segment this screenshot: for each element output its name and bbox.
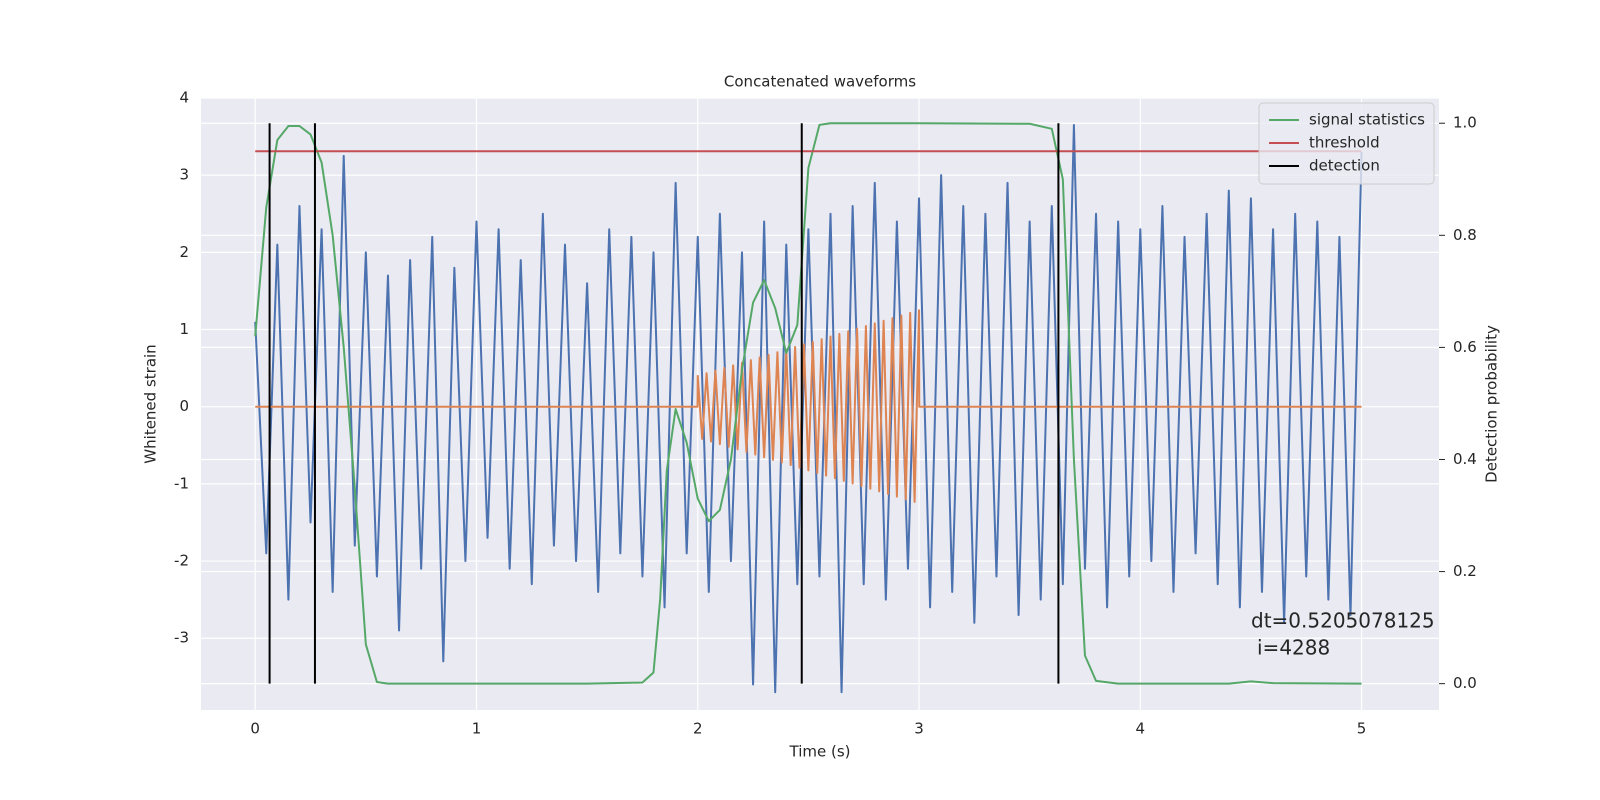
y-tick-label: 1 [179, 320, 189, 338]
y-tick-label: 2 [179, 243, 189, 261]
y-tick-label: -2 [174, 552, 189, 570]
y-tick-label: 3 [179, 166, 189, 184]
legend-box [1258, 102, 1435, 185]
y-tick-label: 4 [179, 89, 189, 107]
y2-tick-label: 1.0 [1453, 114, 1477, 132]
y-axis-label: Whitened strain [142, 344, 160, 463]
series-line [254, 124, 1363, 694]
y2-tick-label: 0.6 [1453, 338, 1477, 356]
y-tick-label: -1 [174, 474, 189, 492]
legend-label: signal statistics [1309, 111, 1425, 129]
y-tick-label: -3 [174, 629, 189, 647]
series-line [254, 122, 1362, 685]
x-tick-label: 5 [1357, 720, 1367, 738]
annotation: dt=0.5205078125 [1251, 609, 1435, 633]
chart-title: Concatenated waveforms [724, 73, 916, 91]
y2-tick-label: 0.4 [1453, 450, 1477, 468]
x-tick-label: 4 [1136, 720, 1146, 738]
x-tick-label: 2 [693, 720, 703, 738]
y2-tick-label: 0.0 [1453, 674, 1477, 692]
y2-tick-label: 0.2 [1453, 562, 1477, 580]
legend-label: threshold [1309, 134, 1380, 152]
y2-tick-label: 0.8 [1453, 226, 1477, 244]
annotation: i=4288 [1257, 636, 1330, 660]
x-axis-label: Time (s) [789, 743, 851, 761]
y2-axis-label: Detection probability [1483, 325, 1501, 483]
x-tick-label: 3 [914, 720, 924, 738]
x-tick-label: 1 [472, 720, 482, 738]
x-tick-label: 0 [250, 720, 260, 738]
legend-label: detection [1309, 157, 1380, 175]
y-tick-label: 0 [179, 397, 189, 415]
series-line [255, 309, 1362, 503]
